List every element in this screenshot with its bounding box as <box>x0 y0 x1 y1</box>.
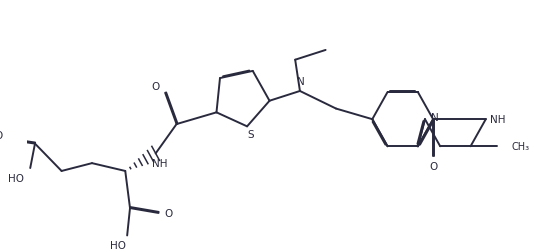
Text: O: O <box>164 208 172 218</box>
Text: O: O <box>429 162 437 172</box>
Text: N: N <box>431 113 438 123</box>
Text: NH: NH <box>152 158 167 168</box>
Text: NH: NH <box>491 115 506 125</box>
Text: S: S <box>248 130 254 140</box>
Text: O: O <box>0 130 3 140</box>
Text: HO: HO <box>8 173 24 183</box>
Text: O: O <box>152 82 160 92</box>
Text: CH₃: CH₃ <box>512 142 530 152</box>
Text: N: N <box>297 77 305 87</box>
Text: HO: HO <box>109 240 125 250</box>
